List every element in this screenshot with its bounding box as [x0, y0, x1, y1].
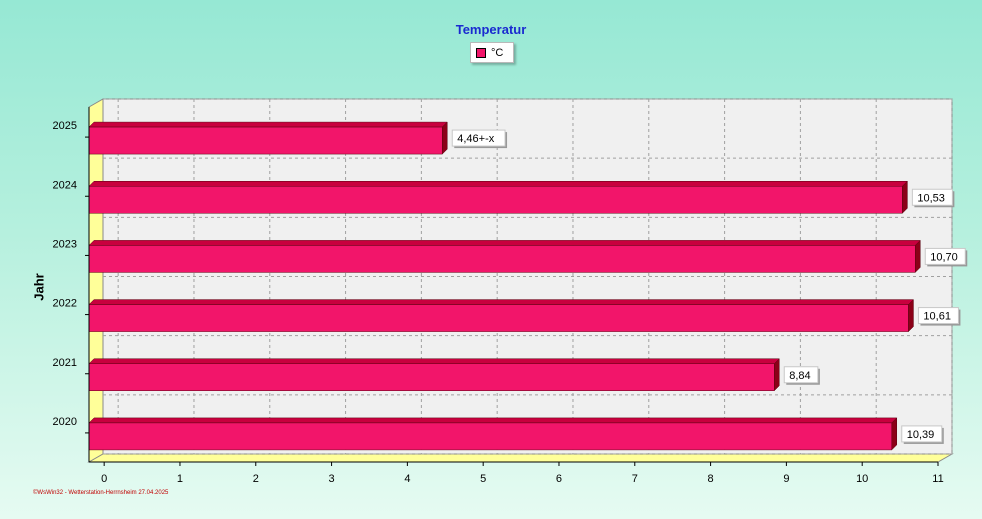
bar-side [908, 298, 914, 333]
y-tick-label: 2025 [53, 120, 77, 132]
bar [88, 363, 775, 391]
bar-top [88, 417, 898, 424]
bar-top [88, 358, 780, 364]
x-tick-label: 7 [632, 473, 638, 485]
data-label: 4,46+-x [457, 133, 494, 145]
copyright-text: ©WsWin32 - Wetterstation-Herrnsheim 27.0… [33, 490, 169, 496]
x-tick-label: 3 [329, 473, 335, 485]
data-label: 10,70 [930, 251, 958, 263]
x-tick-label: 0 [101, 473, 107, 485]
bar-side [441, 121, 448, 155]
bar [88, 186, 903, 214]
x-tick-label: 1 [177, 473, 183, 485]
legend-swatch [476, 47, 486, 58]
x-tick-label: 11 [932, 473, 943, 485]
y-tick-label: 2021 [53, 357, 77, 369]
bar [88, 304, 909, 332]
bar-side [902, 180, 908, 214]
floor [87, 453, 954, 463]
bar-top [88, 121, 448, 128]
bar-top [88, 240, 921, 246]
x-tick-label: 9 [783, 473, 789, 485]
bar [88, 422, 893, 451]
data-label-box [911, 188, 953, 206]
data-label-box [917, 307, 959, 325]
x-tick-label: 4 [404, 473, 410, 485]
bar-top [88, 299, 915, 305]
bar-top [88, 181, 908, 187]
bar-side [774, 358, 780, 392]
data-label: 10,53 [917, 192, 945, 204]
data-label-box [451, 129, 506, 147]
bar [88, 126, 443, 155]
x-tick-label: 5 [480, 473, 486, 485]
data-label: 8,84 [789, 370, 810, 382]
y-tick-label: 2023 [53, 238, 77, 250]
x-tick-label: 8 [708, 473, 714, 485]
data-label-box [901, 425, 943, 443]
y-tick-label: 2020 [53, 416, 77, 428]
bar-side [915, 239, 921, 274]
y-tick-label: 2022 [53, 298, 77, 310]
data-label-box [783, 366, 819, 384]
legend-label: °C [491, 46, 504, 59]
bar [88, 245, 916, 273]
chart-title: Temperatur [455, 22, 527, 37]
x-tick-label: 6 [556, 473, 562, 485]
y-tick-label: 2024 [53, 179, 77, 191]
x-tick-label: 2 [253, 473, 259, 485]
legend: °C [470, 42, 514, 63]
data-label-box [924, 247, 966, 265]
data-label: 10,39 [907, 429, 935, 441]
x-tick-label: 10 [856, 473, 868, 485]
bar-side [891, 417, 898, 451]
data-label: 10,61 [923, 311, 951, 323]
